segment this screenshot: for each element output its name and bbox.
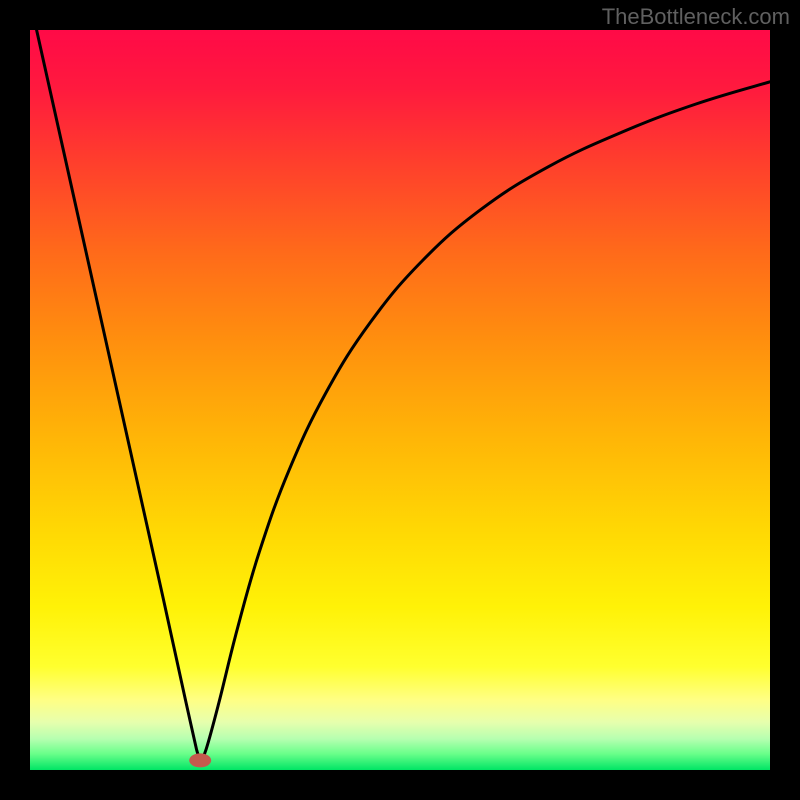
watermark-text: TheBottleneck.com xyxy=(602,4,790,30)
minimum-marker xyxy=(189,753,211,767)
chart-frame: TheBottleneck.com xyxy=(0,0,800,800)
gradient-background xyxy=(30,30,770,770)
chart-svg xyxy=(30,30,770,770)
plot-area xyxy=(30,30,770,770)
